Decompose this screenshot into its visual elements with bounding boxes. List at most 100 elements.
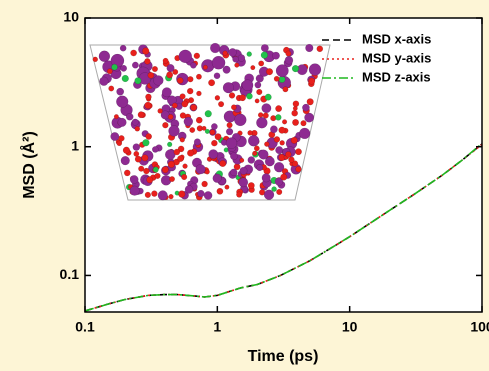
atom (138, 166, 144, 172)
atom (111, 132, 119, 140)
atom (304, 113, 313, 122)
atom (247, 52, 252, 57)
atom (146, 133, 152, 139)
atom (215, 133, 221, 139)
atom (196, 74, 201, 79)
atom (239, 178, 248, 187)
x-tick-label: 10 (342, 319, 358, 335)
atom (142, 48, 149, 55)
atom (263, 113, 269, 119)
atom (155, 173, 161, 179)
atom (196, 164, 206, 174)
page: Time (ps) MSD (Å²) 0.11100.1110100MSD x-… (0, 0, 489, 371)
atom (167, 142, 172, 147)
atom (262, 174, 271, 183)
atom (169, 194, 174, 199)
atom (238, 55, 245, 62)
atom (309, 64, 321, 76)
atom (204, 191, 212, 199)
atom (274, 76, 279, 81)
atom (190, 62, 196, 68)
atom (285, 151, 291, 157)
atom (291, 137, 298, 144)
atom (242, 80, 253, 91)
legend-label: MSD z-axis (362, 69, 431, 84)
atom (168, 114, 173, 119)
atom (264, 142, 269, 147)
atom (177, 156, 183, 162)
atom (118, 135, 124, 141)
atom (231, 105, 236, 110)
atom (270, 126, 277, 133)
atom (196, 117, 202, 123)
atom (162, 166, 168, 172)
x-tick-label: 0.1 (75, 319, 95, 335)
atom (185, 185, 193, 193)
atom (163, 58, 168, 63)
atom (109, 86, 114, 91)
atom (135, 126, 140, 131)
atom (211, 140, 217, 146)
atom (174, 149, 180, 155)
chart: Time (ps) MSD (Å²) 0.11100.1110100MSD x-… (0, 0, 489, 371)
atom (100, 77, 109, 86)
atom (209, 149, 218, 158)
x-tick-label: 1 (213, 319, 221, 335)
atom (187, 150, 194, 157)
atom (256, 117, 267, 128)
atom (254, 146, 259, 151)
atom (107, 69, 112, 74)
atom (272, 52, 279, 59)
atom (266, 68, 273, 75)
atom (114, 114, 119, 119)
y-tick-label: 10 (63, 9, 79, 25)
atom (208, 79, 214, 85)
atom (302, 104, 309, 111)
atom (225, 185, 229, 189)
atom (203, 65, 207, 69)
atom (202, 126, 206, 130)
atom (292, 119, 298, 125)
atom (283, 87, 288, 92)
atom (179, 50, 192, 63)
atom (308, 78, 315, 85)
atom (180, 113, 186, 119)
atom (275, 105, 281, 111)
atom (132, 119, 138, 125)
atom (168, 161, 175, 168)
atom (167, 64, 175, 72)
atom (256, 89, 262, 95)
atom (145, 192, 151, 198)
atom (184, 117, 193, 126)
atom (121, 156, 130, 165)
atom (275, 114, 281, 120)
atom (223, 51, 228, 56)
atom (180, 137, 185, 142)
atom (147, 177, 153, 183)
atom (280, 174, 287, 181)
atom (248, 130, 253, 135)
legend-label: MSD y-axis (362, 50, 431, 65)
atom (158, 109, 163, 114)
atom (258, 61, 263, 66)
atom (285, 56, 293, 64)
atom (229, 48, 237, 56)
atom (261, 52, 268, 59)
atom (181, 174, 187, 180)
atom (296, 166, 302, 172)
atom (279, 127, 286, 134)
atom (187, 88, 193, 94)
atom (134, 151, 139, 156)
atom (196, 91, 201, 96)
atom (142, 155, 148, 161)
atom (220, 160, 226, 166)
atom (117, 141, 122, 146)
atom (295, 149, 301, 155)
atom (248, 157, 255, 164)
atom (255, 82, 261, 88)
atom (307, 98, 314, 105)
atom (145, 102, 152, 109)
atom (210, 43, 220, 53)
atom (211, 123, 217, 129)
atom (148, 72, 154, 78)
